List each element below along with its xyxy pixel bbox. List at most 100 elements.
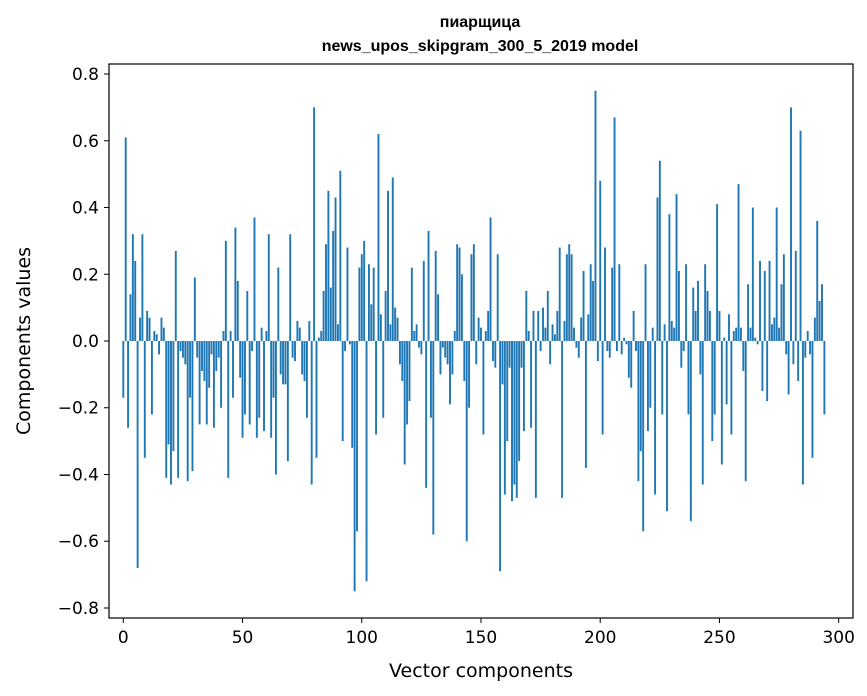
bar-276 [780, 284, 783, 341]
y-tick-label: 0.2 [72, 265, 99, 285]
bar-200 [599, 180, 602, 341]
bar-245 [706, 290, 709, 341]
bar-259 [739, 327, 742, 341]
bar-215 [635, 341, 637, 352]
bar-31 [196, 341, 199, 358]
bar-255 [730, 341, 733, 435]
bar-261 [744, 341, 747, 482]
bar-134 [441, 341, 444, 348]
y-tick-label: −0.2 [58, 399, 99, 419]
y-tick-label: 0.0 [72, 332, 99, 352]
bar-65 [277, 267, 280, 341]
bar-74 [298, 327, 301, 341]
chart-title: пиарщица [440, 14, 521, 31]
bar-132 [437, 294, 440, 341]
bar-series [122, 90, 826, 592]
bar-80 [313, 107, 316, 341]
bar-192 [580, 317, 583, 341]
bar-37 [210, 341, 213, 355]
bar-13 [153, 330, 156, 341]
bar-224 [656, 197, 659, 341]
bar-21 [172, 341, 175, 452]
bar-225 [658, 160, 661, 341]
bar-135 [444, 341, 447, 358]
bar-176 [542, 307, 544, 341]
bar-195 [587, 314, 590, 341]
bar-223 [654, 341, 657, 495]
bar-61 [267, 234, 270, 341]
bar-269 [763, 270, 766, 341]
bar-274 [775, 207, 778, 341]
bar-38 [212, 341, 215, 428]
bar-264 [751, 207, 754, 341]
bar-16 [160, 317, 163, 341]
bar-292 [818, 300, 821, 341]
bar-140 [456, 244, 459, 341]
bar-54 [251, 341, 254, 352]
x-tick-label: 100 [346, 628, 378, 648]
bar-191 [577, 341, 580, 358]
bar-233 [677, 270, 680, 341]
bar-209 [620, 341, 623, 355]
x-axis-label: Vector components [389, 660, 573, 682]
bar-83 [320, 330, 323, 341]
bar-75 [301, 341, 304, 375]
bar-270 [766, 341, 769, 402]
bar-279 [787, 341, 790, 395]
bar-127 [425, 341, 428, 488]
bar-60 [265, 330, 268, 341]
bar-141 [458, 247, 461, 341]
bar-252 [723, 337, 726, 341]
bar-57 [258, 341, 261, 418]
bar-40 [217, 341, 220, 358]
bar-20 [170, 341, 172, 485]
bar-173 [534, 341, 537, 498]
bar-68 [284, 341, 287, 385]
bar-106 [375, 341, 378, 435]
bar-30 [193, 277, 196, 341]
bar-78 [308, 320, 311, 341]
y-axis-label: Components values [13, 247, 35, 435]
bar-94 [346, 247, 349, 341]
bar-91 [339, 170, 342, 341]
bar-49 [239, 341, 242, 378]
bar-51 [243, 341, 246, 415]
bar-72 [294, 341, 296, 362]
bar-95 [348, 341, 351, 345]
bar-165 [515, 341, 518, 498]
bar-250 [718, 310, 721, 341]
bar-126 [422, 260, 425, 341]
bar-47 [234, 227, 237, 341]
bar-115 [396, 317, 399, 341]
bar-164 [513, 341, 516, 485]
bar-186 [565, 254, 568, 341]
bar-239 [692, 287, 695, 341]
bar-216 [637, 341, 640, 482]
bar-188 [570, 254, 573, 341]
bar-146 [470, 254, 473, 341]
bar-28 [189, 341, 192, 398]
bar-290 [813, 317, 816, 341]
bar-24 [179, 341, 182, 352]
x-tick-label: 200 [584, 628, 616, 648]
bar-238 [689, 341, 692, 522]
bar-112 [389, 324, 392, 341]
bar-76 [303, 341, 306, 382]
bar-102 [365, 341, 368, 582]
bar-118 [403, 341, 406, 465]
bar-236 [685, 264, 688, 341]
bar-66 [279, 341, 282, 375]
bar-230 [670, 320, 673, 341]
bar-284 [799, 130, 802, 341]
bar-187 [568, 244, 571, 341]
bar-62 [270, 341, 273, 438]
bar-35 [205, 341, 208, 425]
bar-263 [749, 327, 752, 341]
bar-280 [790, 107, 792, 341]
bar-121 [410, 267, 413, 341]
bar-144 [465, 341, 468, 542]
bar-15 [158, 341, 161, 355]
bar-229 [668, 214, 671, 341]
bar-56 [255, 341, 258, 438]
bar-182 [556, 310, 559, 341]
